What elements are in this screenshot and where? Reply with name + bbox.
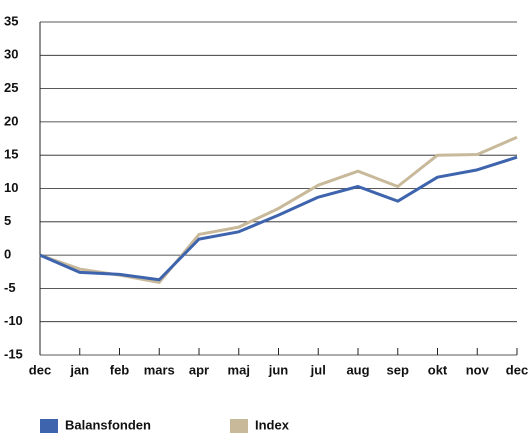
x-tick-label: nov bbox=[466, 362, 490, 377]
y-tick-label: 25 bbox=[4, 80, 18, 95]
y-tick-label: 5 bbox=[4, 213, 11, 228]
x-tick-label: feb bbox=[110, 362, 130, 377]
y-tick-label: 10 bbox=[4, 180, 18, 195]
y-tick-label: -10 bbox=[4, 313, 23, 328]
y-tick-label: -5 bbox=[4, 280, 16, 295]
y-tick-label: 15 bbox=[4, 147, 18, 162]
y-tick-label: 0 bbox=[4, 247, 11, 262]
x-tick-label: dec bbox=[29, 362, 51, 377]
y-tick-label: -15 bbox=[4, 346, 23, 361]
x-tick-label: okt bbox=[428, 362, 448, 377]
y-tick-label: 20 bbox=[4, 113, 18, 128]
x-tick-label: dec bbox=[506, 362, 528, 377]
series-line bbox=[39, 135, 518, 284]
x-tick-label: jul bbox=[310, 362, 326, 377]
legend-swatch bbox=[40, 419, 58, 433]
x-tick-label: mars bbox=[144, 362, 175, 377]
x-tick-label: apr bbox=[189, 362, 209, 377]
y-tick-label: 35 bbox=[4, 13, 18, 28]
x-tick-label: jun bbox=[268, 362, 289, 377]
x-tick-label: sep bbox=[387, 362, 409, 377]
x-tick-label: aug bbox=[346, 362, 369, 377]
x-tick-label: jan bbox=[69, 362, 89, 377]
legend-label: Index bbox=[255, 417, 290, 432]
x-tick-label: maj bbox=[228, 362, 250, 377]
legend-label: Balansfonden bbox=[65, 417, 151, 432]
series-line bbox=[39, 155, 518, 282]
legend-swatch bbox=[230, 419, 248, 433]
y-tick-label: 30 bbox=[4, 47, 18, 62]
